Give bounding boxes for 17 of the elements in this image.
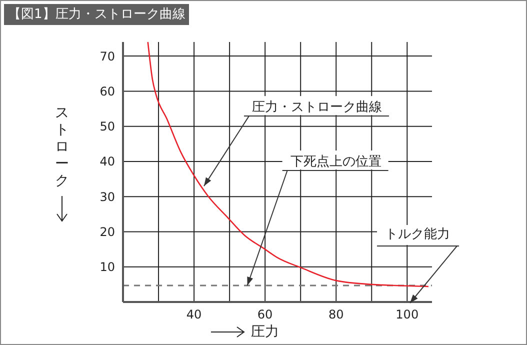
y-tick-label: 10 [100,260,115,274]
x-tick-label: 40 [186,308,202,322]
y-tick-label: 30 [100,190,115,204]
annotation: 下死点上の位置 [290,154,382,170]
y-axis-title: ストローク [55,105,69,190]
y-tick-label: 40 [100,154,115,169]
annotation: 圧力・ストローク曲線 [252,100,382,116]
x-tick-label: 80 [328,308,344,322]
y-tick-label: 70 [100,49,115,64]
x-axis-title: 圧力 [251,323,279,341]
x-tick-label: 100 [396,308,419,322]
annotation: トルク能力 [377,225,450,245]
y-tick-label: 50 [100,120,115,134]
chart-title: 【図1】圧力・ストローク曲線 [4,4,190,25]
y-tick-label: 20 [100,224,115,239]
x-tick-label: 60 [257,308,273,322]
y-tick-label: 60 [100,84,115,98]
